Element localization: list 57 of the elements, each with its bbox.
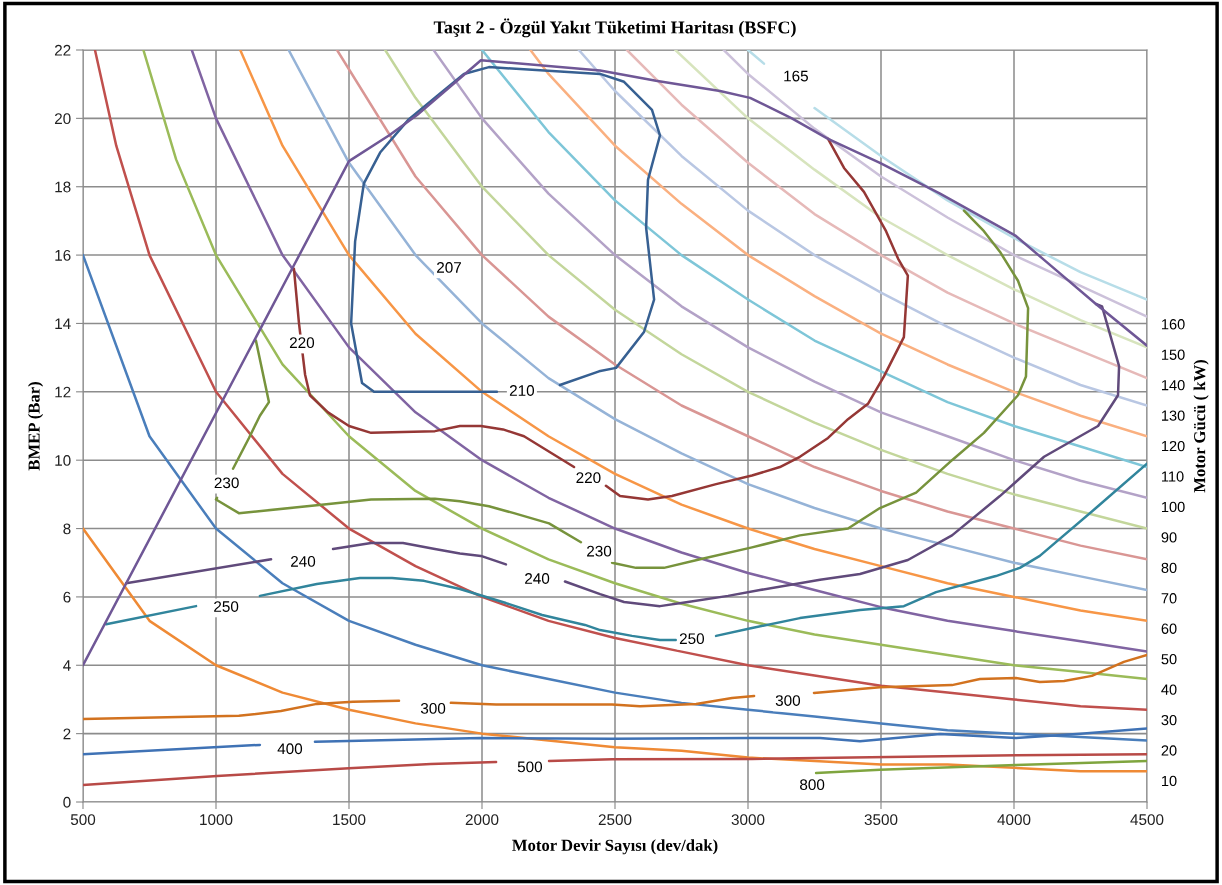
annotation: 165	[784, 70, 808, 82]
x-tick-label: 2000	[465, 814, 499, 826]
annotation: 210	[509, 385, 535, 396]
x-tick-label: 4500	[1130, 814, 1164, 826]
y2-tick-label: 60	[1161, 623, 1177, 634]
y2-tick-label: 50	[1161, 654, 1177, 665]
y2-tick-label: 140	[1162, 380, 1185, 391]
y2-tick-label: 80	[1161, 562, 1177, 573]
x-tick-label: 3000	[731, 814, 765, 826]
y2-tick-label: 10	[1162, 775, 1177, 787]
y2-axis-title: Motor Gücü ( kW)	[1193, 359, 1209, 493]
annotation: 300	[420, 702, 446, 714]
annotation: 800	[800, 779, 825, 791]
chart-title: Taşıt 2 - Özgül Yakıt Tüketimi Haritası (BSFC)	[433, 18, 796, 38]
annotation: 300	[775, 695, 801, 706]
y-tick-label: 2	[63, 728, 71, 740]
y-tick-label: 18	[55, 181, 71, 193]
x-tick-label: 3500	[864, 814, 898, 826]
y-tick-label: 4	[63, 660, 71, 671]
annotation: 250	[214, 601, 239, 612]
y2-tick-label: 30	[1161, 714, 1177, 726]
y-tick-label: 20	[54, 113, 71, 125]
y-tick-label: 16	[55, 249, 71, 261]
y-tick-label: 0	[63, 796, 71, 808]
annotation: 207	[437, 262, 461, 273]
y-tick-label: 14	[55, 318, 71, 329]
x-tick-label: 500	[70, 814, 96, 826]
annotation: 220	[576, 472, 601, 484]
annotation: 230	[214, 477, 239, 489]
annotation: 240	[525, 573, 550, 584]
x-tick-label: 1000	[200, 814, 233, 826]
y2-tick-label: 120	[1162, 440, 1185, 452]
y-tick-label: 22	[54, 44, 71, 56]
y-tick-label: 8	[63, 523, 71, 535]
y-tick-label: 12	[55, 386, 71, 398]
x-axis-title: Motor Devir Sayısı (dev/dak)	[512, 839, 718, 855]
y-axis-title: BMEP (Bar)	[27, 382, 44, 471]
y-tick-label: 6	[63, 591, 71, 603]
annotation: 240	[291, 556, 316, 567]
y2-tick-label: 160	[1162, 319, 1185, 330]
y2-tick-label: 110	[1162, 471, 1184, 482]
x-tick-label: 4000	[997, 814, 1031, 826]
x-tick-label: 2500	[598, 814, 632, 826]
annotation: 400	[277, 743, 303, 755]
x-tick-label: 1500	[333, 814, 366, 826]
y2-tick-label: 150	[1162, 349, 1185, 360]
annotation: 500	[517, 761, 543, 773]
y2-tick-label: 130	[1162, 410, 1185, 421]
y2-tick-label: 90	[1161, 532, 1177, 543]
y-tick-label: 10	[55, 455, 71, 466]
y2-tick-label: 100	[1162, 501, 1185, 513]
annotation: 220	[289, 337, 315, 349]
y2-tick-label: 70	[1161, 593, 1177, 604]
y2-tick-label: 40	[1161, 684, 1177, 695]
y2-tick-label: 20	[1161, 745, 1177, 756]
annotation: 250	[679, 633, 705, 645]
annotation: 230	[587, 545, 612, 557]
